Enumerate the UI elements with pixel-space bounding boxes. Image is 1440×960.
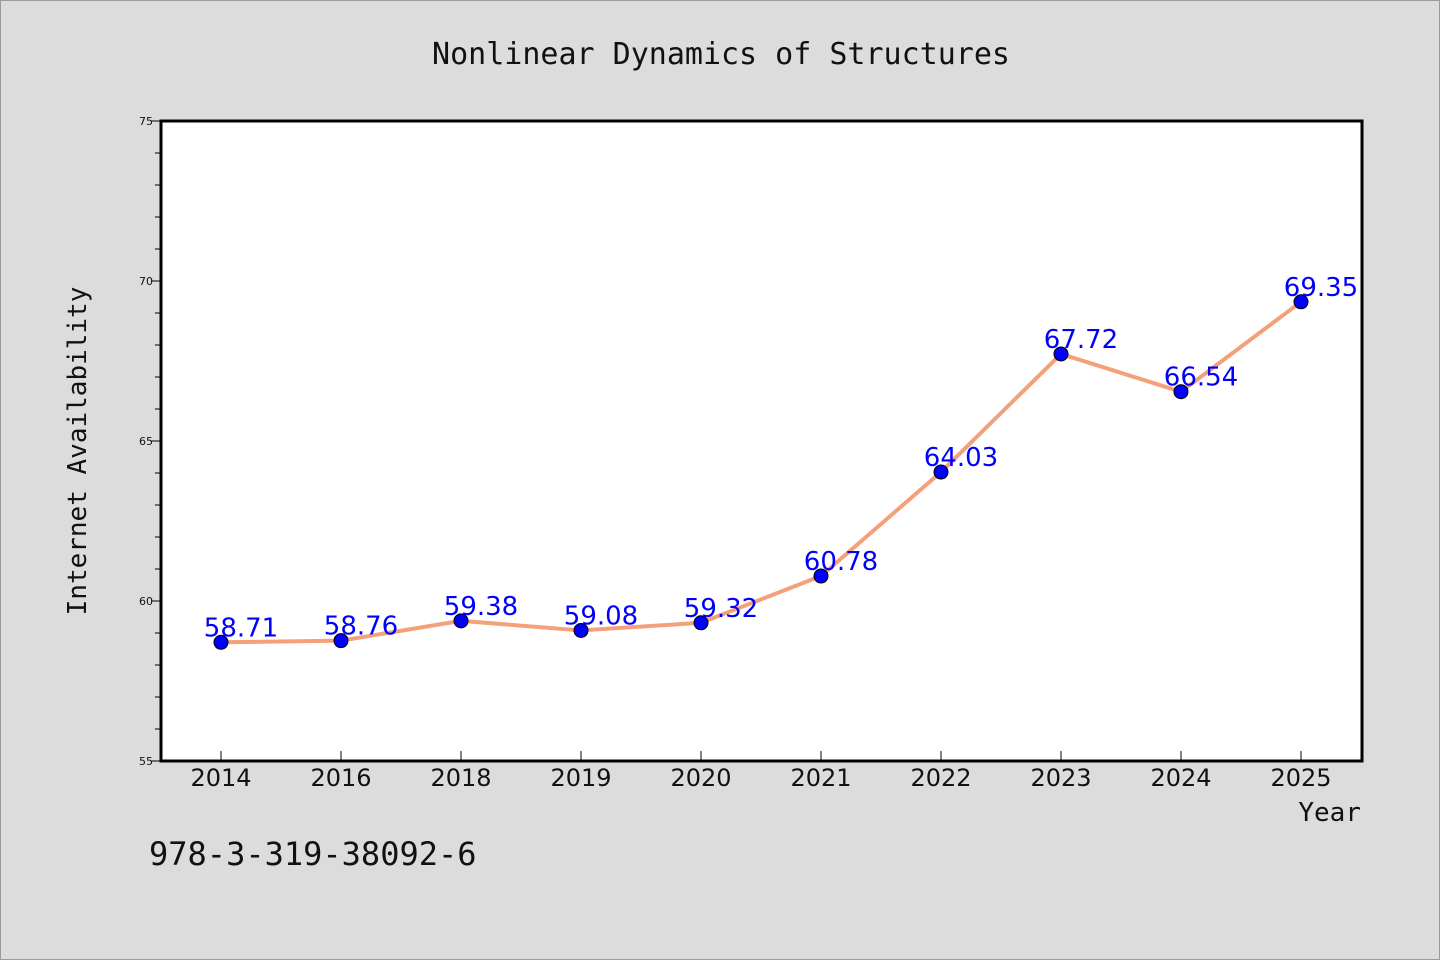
data-label: 64.03 bbox=[924, 443, 998, 473]
data-markers bbox=[213, 294, 1309, 650]
x-tick-label: 2024 bbox=[1150, 764, 1211, 792]
x-axis-label: Year bbox=[1298, 798, 1361, 828]
x-tick-label: 2025 bbox=[1270, 764, 1331, 792]
y-axis-ticks: 55 60 65 70 75 bbox=[139, 115, 161, 768]
x-tick-label: 2021 bbox=[790, 764, 851, 792]
data-label: 66.54 bbox=[1164, 363, 1238, 393]
x-tick-label: 2023 bbox=[1030, 764, 1091, 792]
y-tick-label: 70 bbox=[139, 275, 153, 288]
y-axis-label: Internet Availability bbox=[63, 287, 93, 616]
data-label: 67.72 bbox=[1044, 325, 1118, 355]
x-tick-label: 2022 bbox=[910, 764, 971, 792]
data-point bbox=[1173, 384, 1189, 400]
data-label: 60.78 bbox=[804, 547, 878, 577]
data-point bbox=[1293, 294, 1309, 310]
y-tick-label: 75 bbox=[139, 115, 153, 128]
x-tick-label: 2020 bbox=[670, 764, 731, 792]
series-line-group bbox=[219, 299, 1303, 645]
x-tick-label: 2014 bbox=[190, 764, 251, 792]
data-point bbox=[453, 613, 469, 629]
footer-isbn: 978-3-319-38092-6 bbox=[149, 835, 477, 873]
data-point bbox=[813, 568, 829, 584]
data-point bbox=[933, 464, 949, 480]
data-label: 59.32 bbox=[684, 594, 758, 624]
y-tick-label: 65 bbox=[139, 435, 153, 448]
y-tick-label: 55 bbox=[139, 755, 153, 768]
data-point bbox=[1053, 346, 1069, 362]
chart-title: Nonlinear Dynamics of Structures bbox=[432, 37, 1010, 72]
data-label: 58.71 bbox=[204, 613, 278, 643]
data-label: 58.76 bbox=[324, 612, 398, 642]
y-tick-label: 60 bbox=[139, 595, 153, 608]
data-label: 69.35 bbox=[1284, 273, 1358, 303]
data-point bbox=[213, 634, 229, 650]
data-label: 59.38 bbox=[444, 592, 518, 622]
x-tick-label: 2019 bbox=[550, 764, 611, 792]
data-point bbox=[573, 622, 589, 638]
data-labels: 58.71 58.76 59.38 59.08 59.32 60.78 64.03 67.72… bbox=[204, 273, 1358, 643]
x-tick-label: 2016 bbox=[310, 764, 371, 792]
x-tick-label: 2018 bbox=[430, 764, 491, 792]
data-label: 59.08 bbox=[564, 601, 638, 631]
x-axis-ticks: 2014 2016 2018 2019 2020 2021 2022 2023 2024 2025 bbox=[190, 751, 1332, 792]
data-point bbox=[333, 633, 349, 649]
plot-area bbox=[159, 119, 1364, 763]
data-point bbox=[693, 615, 709, 631]
series-line bbox=[219, 299, 1303, 645]
